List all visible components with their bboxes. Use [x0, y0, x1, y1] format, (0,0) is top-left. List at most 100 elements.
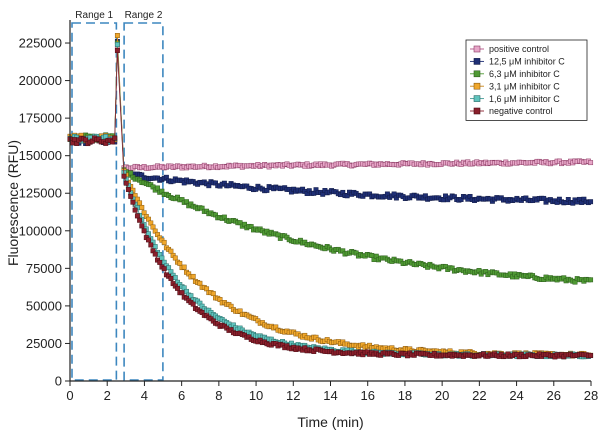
- data-point: [155, 185, 160, 191]
- y-tick-label: 75000: [26, 261, 62, 276]
- data-point: [588, 277, 594, 283]
- x-tick-label: 14: [323, 388, 337, 403]
- x-tick-label: 18: [398, 388, 412, 403]
- data-point: [197, 280, 203, 286]
- legend-item: 3,1 μM inhibitor C: [470, 81, 560, 91]
- x-tick-label: 12: [286, 388, 300, 403]
- data-point: [139, 223, 145, 229]
- x-tick-label: 0: [66, 388, 73, 403]
- data-point: [114, 48, 120, 53]
- legend-label: 6,3 μM inhibitor C: [489, 69, 560, 79]
- legend-item: 6,3 μM inhibitor C: [470, 69, 560, 79]
- data-point: [130, 199, 136, 205]
- data-point: [121, 173, 127, 179]
- legend-marker: [473, 82, 481, 90]
- range-annotations: Range 1 Range 2: [71, 10, 164, 381]
- data-point: [132, 207, 138, 213]
- legend-marker: [473, 107, 481, 115]
- legend-box: [465, 39, 588, 121]
- data-point: [588, 199, 594, 205]
- data-point: [391, 191, 397, 197]
- data-point: [184, 199, 189, 205]
- data-point: [206, 183, 212, 189]
- legend-label: positive control: [489, 44, 549, 54]
- legend-marker: [473, 70, 481, 78]
- y-tick-label: 25000: [26, 336, 62, 351]
- data-point: [141, 228, 147, 234]
- y-tick-label: 125000: [19, 186, 62, 201]
- data-point: [190, 301, 196, 307]
- data-point: [128, 193, 134, 199]
- legend-label: 3,1 μM inhibitor C: [489, 81, 560, 91]
- data-point: [588, 160, 594, 166]
- legend-marker: [473, 95, 481, 102]
- data-point: [148, 220, 154, 226]
- series-5: [67, 48, 594, 360]
- y-tick-label: 0: [55, 374, 62, 389]
- legend-item: 12,5 μM inhibitor C: [470, 57, 565, 67]
- data-point: [177, 260, 183, 266]
- x-tick-label: 24: [509, 388, 523, 403]
- x-tick-label: 2: [104, 388, 111, 403]
- x-tick-label: 4: [141, 388, 148, 403]
- data-point: [114, 42, 120, 47]
- x-tick-label: 16: [360, 388, 374, 403]
- data-point: [161, 266, 167, 272]
- legend-label: negative control: [489, 106, 553, 116]
- data-point: [112, 135, 118, 141]
- y-tick-label: 225000: [19, 36, 62, 51]
- data-point: [588, 353, 594, 358]
- x-tick-label: 8: [215, 388, 222, 403]
- data-point: [128, 170, 134, 176]
- data-point: [152, 244, 158, 250]
- y-tick-label: 100000: [19, 223, 62, 238]
- series-layer: [67, 33, 594, 360]
- data-point: [181, 264, 187, 270]
- range-label: Range 1: [75, 10, 113, 21]
- legend-label: 1,6 μM inhibitor C: [489, 94, 560, 104]
- data-point: [172, 255, 178, 261]
- data-point: [179, 290, 185, 296]
- y-tick-label: 175000: [19, 111, 62, 126]
- data-point: [210, 291, 216, 297]
- range-label: Range 2: [125, 10, 163, 21]
- data-point: [137, 217, 143, 223]
- data-point: [114, 33, 120, 38]
- axis-ticks: 0 2 4 6 8 10 12 14 16 18 20 22 24 26 28025000500007500…: [19, 36, 599, 403]
- data-point: [168, 276, 174, 281]
- data-point: [168, 248, 174, 254]
- data-point: [152, 251, 158, 257]
- x-tick-label: 10: [249, 388, 263, 403]
- legend-label: 12,5 μM inhibitor C: [489, 57, 565, 67]
- data-point: [134, 213, 140, 219]
- x-tick-label: 26: [547, 388, 561, 403]
- range-box: [123, 22, 164, 381]
- data-point: [125, 187, 131, 192]
- y-axis-title: Fluorescence (RFU): [5, 140, 21, 266]
- data-point: [157, 259, 163, 265]
- data-point: [172, 275, 178, 281]
- y-tick-label: 200000: [19, 73, 62, 88]
- legend-marker: [473, 45, 481, 53]
- x-tick-label: 6: [178, 388, 185, 403]
- y-tick-label: 150000: [19, 148, 62, 163]
- data-point: [148, 242, 154, 248]
- data-point: [369, 253, 375, 258]
- legend-item: 1,6 μM inhibitor C: [470, 94, 560, 104]
- data-point: [190, 273, 196, 279]
- legend-marker: [473, 58, 481, 65]
- data-point: [150, 224, 156, 230]
- legend-item: positive control: [470, 44, 549, 54]
- y-tick-label: 50000: [26, 298, 62, 313]
- data-point: [123, 180, 129, 186]
- legend-item: negative control: [470, 106, 553, 116]
- x-tick-label: 20: [435, 388, 449, 403]
- data-point: [159, 255, 165, 261]
- data-point: [166, 265, 172, 271]
- data-point: [137, 200, 143, 206]
- data-point: [175, 285, 180, 291]
- legend: positive control 12,5 μM inhibitor C 6,3 μ…: [465, 39, 588, 121]
- x-tick-label: 22: [472, 388, 486, 403]
- range-box: [71, 22, 118, 381]
